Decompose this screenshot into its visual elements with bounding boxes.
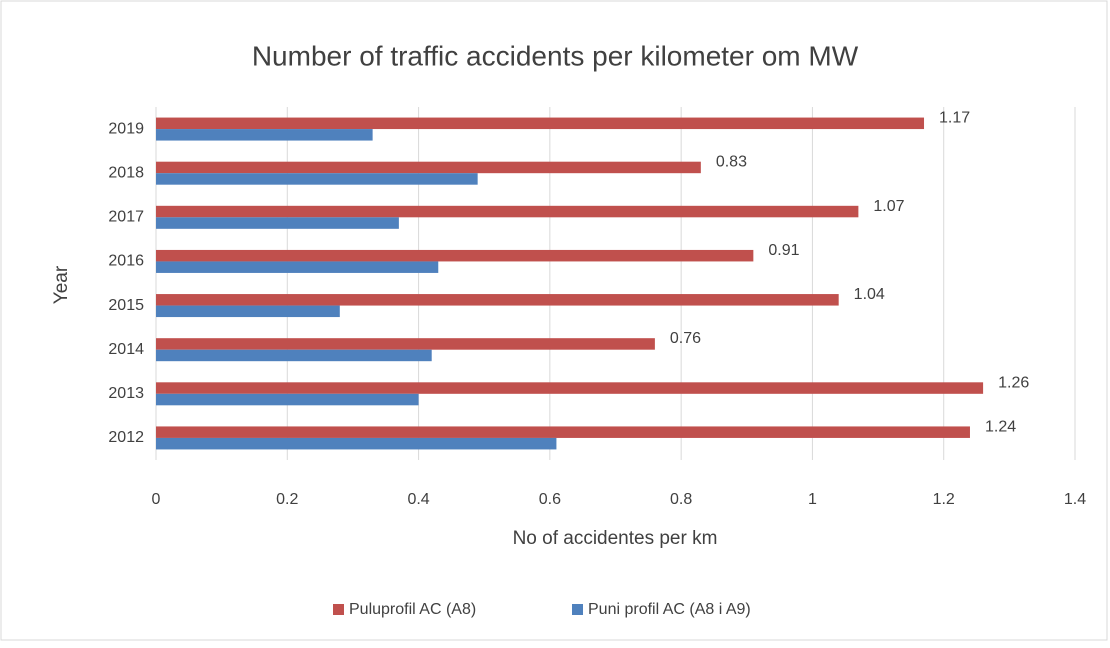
bar [156, 117, 925, 130]
legend-swatch [333, 604, 344, 615]
data-label: 0.76 [670, 330, 701, 347]
bar [156, 294, 839, 306]
legend-swatch [572, 604, 583, 615]
y-tick-label: 2013 [108, 385, 144, 402]
legend-label: Puluprofil AC (A8) [349, 601, 476, 618]
bar [156, 393, 419, 406]
x-tick-label: 0.2 [276, 491, 298, 508]
y-tick-label: 2019 [108, 120, 144, 137]
bar [156, 338, 655, 350]
x-tick-label: 1 [808, 491, 817, 508]
y-tick-label: 2014 [108, 341, 144, 358]
bar [156, 261, 439, 273]
data-label: 1.17 [939, 110, 970, 127]
bar [156, 205, 859, 218]
data-label: 1.04 [854, 286, 885, 303]
data-label: 1.24 [985, 418, 1016, 435]
bar [156, 305, 340, 318]
legend-label: Puni profil AC (A8 i A9) [588, 601, 751, 618]
y-tick-label: 2012 [108, 429, 144, 446]
y-tick-label: 2016 [108, 253, 144, 270]
y-axis-label: Year [51, 265, 72, 304]
x-tick-label: 0.4 [407, 491, 429, 508]
x-axis-label: No of accidentes per km [513, 528, 718, 549]
data-label: 1.07 [873, 198, 904, 215]
x-tick-label: 0.8 [670, 491, 692, 508]
chart-title: Number of traffic accidents per kilomete… [252, 40, 859, 71]
x-tick-label: 1.2 [933, 491, 955, 508]
bar [156, 426, 970, 438]
bar [156, 217, 399, 229]
data-label: 1.26 [998, 374, 1029, 391]
bar [156, 161, 701, 174]
x-tick-label: 0 [152, 491, 161, 508]
data-label: 0.91 [768, 242, 799, 259]
bar [156, 249, 754, 262]
y-tick-label: 2017 [108, 209, 144, 226]
bar [156, 173, 478, 185]
bar [156, 382, 984, 394]
bar [156, 437, 557, 450]
x-tick-label: 0.6 [539, 491, 561, 508]
y-tick-label: 2018 [108, 164, 144, 181]
x-tick-label: 1.4 [1064, 491, 1086, 508]
bar [156, 349, 432, 362]
data-label: 0.83 [716, 154, 747, 171]
y-tick-label: 2015 [108, 297, 144, 314]
bar [156, 129, 373, 141]
